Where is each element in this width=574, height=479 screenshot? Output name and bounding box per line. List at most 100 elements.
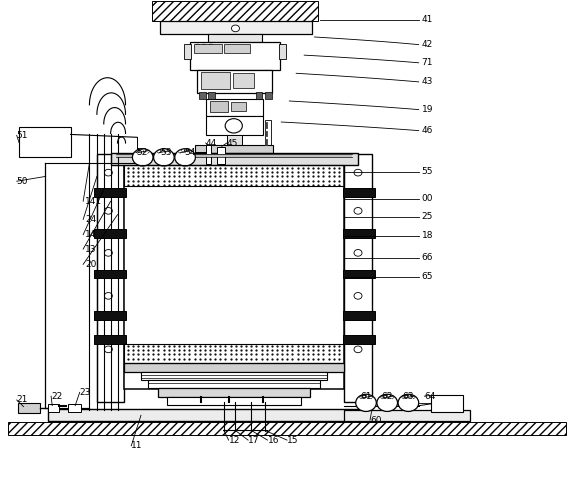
Circle shape <box>208 44 214 49</box>
Text: 53: 53 <box>160 148 172 157</box>
Circle shape <box>133 149 153 166</box>
Text: 66: 66 <box>421 253 433 262</box>
Text: 25: 25 <box>421 212 433 221</box>
Bar <box>232 73 254 88</box>
Text: 15: 15 <box>287 435 298 445</box>
Text: 51: 51 <box>17 131 28 140</box>
Bar <box>167 397 301 405</box>
Bar <box>125 165 344 186</box>
Bar <box>7 422 567 435</box>
Bar <box>149 380 320 388</box>
Text: 45: 45 <box>227 138 238 148</box>
Bar <box>195 145 273 153</box>
Text: 21: 21 <box>17 396 28 404</box>
Bar <box>125 343 344 363</box>
Bar <box>125 363 344 372</box>
Bar <box>125 165 344 388</box>
Text: 13: 13 <box>86 245 97 253</box>
Bar <box>265 120 271 149</box>
Bar <box>343 188 375 197</box>
Bar <box>279 44 286 59</box>
Circle shape <box>354 346 362 353</box>
Text: 52: 52 <box>136 148 147 157</box>
Bar <box>343 270 375 278</box>
Bar <box>205 145 211 164</box>
Bar <box>94 311 126 320</box>
Bar <box>208 92 215 99</box>
Bar <box>194 44 222 53</box>
Bar <box>94 270 126 278</box>
Circle shape <box>104 207 113 214</box>
Circle shape <box>231 25 239 32</box>
Bar <box>160 21 312 34</box>
Bar <box>201 72 230 89</box>
Circle shape <box>104 293 113 299</box>
Bar <box>344 411 470 421</box>
Circle shape <box>104 250 113 256</box>
Circle shape <box>104 346 113 353</box>
Bar <box>48 409 372 422</box>
Bar <box>205 99 263 116</box>
Text: 23: 23 <box>80 388 91 397</box>
Bar <box>217 147 225 164</box>
Bar <box>18 403 40 413</box>
Bar <box>265 92 272 99</box>
Bar <box>184 44 191 59</box>
Text: 17: 17 <box>248 435 259 445</box>
Text: 24: 24 <box>86 215 96 224</box>
Bar <box>208 34 262 42</box>
Bar <box>431 395 463 412</box>
Circle shape <box>154 149 174 166</box>
Bar <box>141 372 327 380</box>
Bar <box>158 388 310 397</box>
Bar <box>343 229 375 238</box>
Text: 50: 50 <box>17 177 28 186</box>
Text: 62: 62 <box>382 392 393 400</box>
Bar <box>344 154 372 402</box>
Text: 63: 63 <box>403 392 414 400</box>
Text: 19: 19 <box>421 105 433 114</box>
Text: 41: 41 <box>421 15 433 24</box>
Text: 22: 22 <box>51 392 63 400</box>
Bar <box>153 0 319 21</box>
Circle shape <box>354 207 362 214</box>
Bar <box>94 188 126 197</box>
Text: 60: 60 <box>370 416 382 424</box>
Text: 20: 20 <box>86 260 97 269</box>
Text: 71: 71 <box>421 58 433 67</box>
Bar <box>111 153 358 165</box>
Text: 18: 18 <box>421 231 433 240</box>
Text: 65: 65 <box>421 272 433 281</box>
Text: 64: 64 <box>424 392 436 400</box>
Text: 54: 54 <box>184 148 195 157</box>
Circle shape <box>225 119 242 133</box>
Text: 11: 11 <box>131 441 143 450</box>
Bar <box>196 70 272 93</box>
Text: 43: 43 <box>421 78 433 86</box>
Bar <box>227 136 242 145</box>
Bar <box>343 335 375 343</box>
Circle shape <box>201 44 207 49</box>
Bar <box>205 116 263 136</box>
Bar <box>343 311 375 320</box>
Bar <box>68 404 81 412</box>
Bar <box>231 102 246 111</box>
Text: 16: 16 <box>267 435 279 445</box>
Text: 61: 61 <box>360 392 372 400</box>
Bar <box>255 92 262 99</box>
Bar <box>210 101 228 112</box>
Circle shape <box>398 394 418 411</box>
Text: 12: 12 <box>228 435 240 445</box>
Bar <box>94 229 126 238</box>
Circle shape <box>104 169 113 176</box>
Circle shape <box>356 394 377 411</box>
Circle shape <box>174 149 195 166</box>
Bar <box>117 154 352 157</box>
Text: 44: 44 <box>205 138 217 148</box>
Text: 14: 14 <box>86 230 97 239</box>
Text: 46: 46 <box>421 126 433 135</box>
Circle shape <box>354 250 362 256</box>
Text: 42: 42 <box>421 40 433 49</box>
Circle shape <box>377 394 398 411</box>
Bar <box>97 154 125 402</box>
